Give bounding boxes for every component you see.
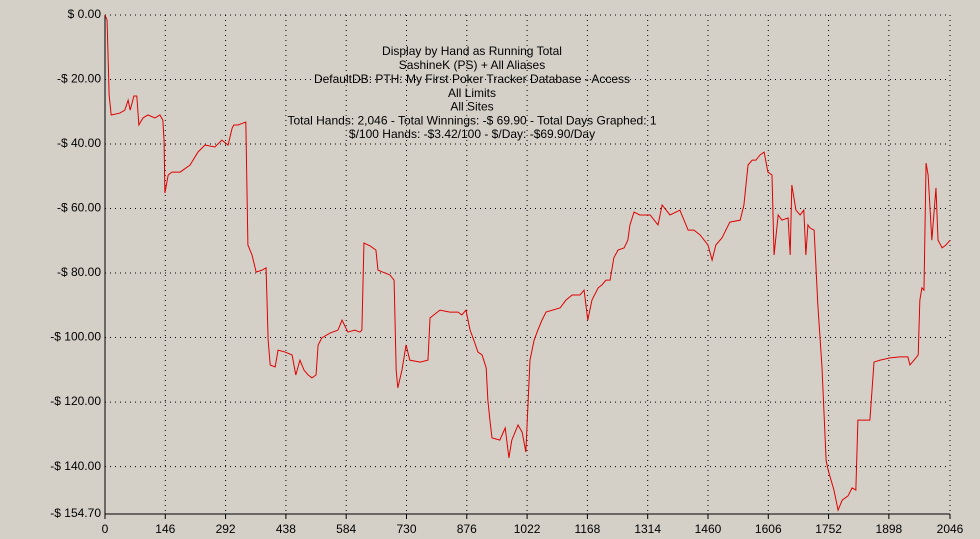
x-tick-label: 1460 [695, 522, 722, 536]
x-tick-label: 1022 [514, 522, 541, 536]
x-tick-label: 1168 [574, 522, 600, 536]
x-tick-label: 730 [396, 522, 416, 536]
y-tick-label: -$ 120.00 [50, 394, 101, 408]
x-tick-label: 2046 [937, 522, 964, 536]
annotation: Total Hands: 2,046 - Total Winnings: -$ … [287, 113, 656, 127]
annotation: DefaultDB: PTH: My First Poker Tracker D… [314, 72, 630, 86]
x-tick-label: 292 [216, 522, 236, 536]
chart-title: Display by Hand as Running Total [382, 44, 562, 58]
annotation: All Sites [450, 100, 493, 114]
x-tick-label: 0 [102, 522, 109, 536]
y-tick-label: -$ 40.00 [57, 136, 101, 150]
y-tick-label: -$ 60.00 [57, 201, 101, 215]
x-tick-label: 1606 [755, 522, 782, 536]
x-tick-label: 1314 [634, 522, 661, 536]
x-tick-label: 146 [155, 522, 175, 536]
x-tick-label: 1898 [876, 522, 903, 536]
x-tick-label: 1752 [815, 522, 842, 536]
annotation: All Limits [448, 86, 496, 100]
y-tick-label: -$ 100.00 [50, 330, 101, 344]
x-tick-label: 438 [276, 522, 296, 536]
y-tick-label: -$ 140.00 [50, 459, 101, 473]
y-tick-label: -$ 80.00 [57, 265, 101, 279]
annotation: $/100 Hands: -$3.42/100 - $/Day: -$69.90… [349, 127, 595, 141]
annotation: SashineK (PS) + All Aliases [399, 58, 545, 72]
x-tick-label: 584 [336, 522, 356, 536]
y-tick-label: -$ 20.00 [57, 72, 101, 86]
y-tick-label: $ 0.00 [68, 7, 102, 21]
y-tick-label: -$ 154.70 [50, 506, 101, 520]
line [104, 14, 951, 512]
x-tick-label: 876 [457, 522, 477, 536]
